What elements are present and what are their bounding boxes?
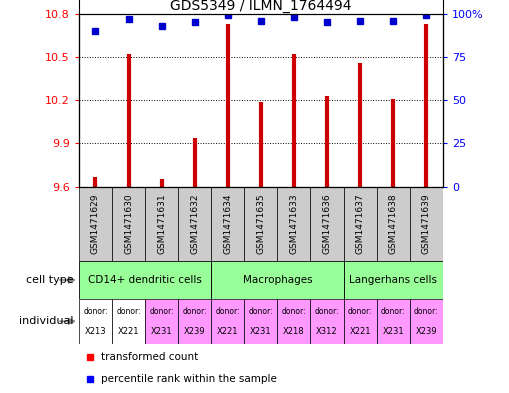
Text: percentile rank within the sample: percentile rank within the sample (101, 374, 276, 384)
Bar (145, 187, 178, 261)
Title: GDS5349 / ILMN_1764494: GDS5349 / ILMN_1764494 (170, 0, 352, 13)
Text: X221: X221 (349, 327, 371, 336)
Bar (277, 187, 310, 261)
Text: GSM1471638: GSM1471638 (389, 194, 398, 254)
Bar (211, 299, 244, 344)
Text: X231: X231 (250, 327, 272, 336)
Text: cell type: cell type (26, 275, 74, 285)
Bar (79, 299, 112, 344)
Text: X218: X218 (283, 327, 305, 336)
Text: donor:: donor: (315, 307, 340, 316)
Text: individual: individual (19, 316, 74, 326)
Text: GSM1471633: GSM1471633 (290, 194, 298, 254)
Text: GSM1471630: GSM1471630 (124, 194, 133, 254)
Text: GSM1471634: GSM1471634 (223, 194, 232, 254)
Text: donor:: donor: (215, 307, 240, 316)
Bar (244, 299, 277, 344)
Text: Macrophages: Macrophages (243, 275, 312, 285)
Bar (178, 187, 211, 261)
Text: donor:: donor: (414, 307, 439, 316)
Bar (344, 261, 443, 299)
Bar (377, 187, 410, 261)
Text: Langerhans cells: Langerhans cells (349, 275, 437, 285)
Text: GSM1471635: GSM1471635 (257, 194, 265, 254)
Text: transformed count: transformed count (101, 351, 198, 362)
Text: X221: X221 (217, 327, 239, 336)
Text: X312: X312 (316, 327, 338, 336)
Bar (112, 187, 145, 261)
Text: GSM1471639: GSM1471639 (422, 194, 431, 254)
Text: GSM1471637: GSM1471637 (356, 194, 364, 254)
Text: X221: X221 (118, 327, 139, 336)
Text: CD14+ dendritic cells: CD14+ dendritic cells (88, 275, 202, 285)
Bar (344, 299, 377, 344)
Text: GSM1471631: GSM1471631 (157, 194, 166, 254)
Text: donor:: donor: (248, 307, 273, 316)
Bar (112, 299, 145, 344)
Bar (211, 187, 244, 261)
Bar (410, 187, 443, 261)
Bar (377, 299, 410, 344)
Text: donor:: donor: (381, 307, 406, 316)
Text: GSM1471636: GSM1471636 (323, 194, 331, 254)
Text: X213: X213 (84, 327, 106, 336)
Text: donor:: donor: (83, 307, 108, 316)
Bar (310, 299, 344, 344)
Bar (344, 187, 377, 261)
Text: X239: X239 (184, 327, 206, 336)
Bar (310, 187, 344, 261)
Bar (178, 299, 211, 344)
Bar (211, 261, 344, 299)
Bar (79, 261, 211, 299)
Text: donor:: donor: (149, 307, 174, 316)
Text: X239: X239 (415, 327, 437, 336)
Text: X231: X231 (382, 327, 404, 336)
Text: donor:: donor: (116, 307, 141, 316)
Bar (277, 299, 310, 344)
Bar (410, 299, 443, 344)
Text: donor:: donor: (182, 307, 207, 316)
Text: X231: X231 (151, 327, 173, 336)
Text: donor:: donor: (281, 307, 306, 316)
Text: GSM1471629: GSM1471629 (91, 194, 100, 254)
Bar (244, 187, 277, 261)
Bar (145, 299, 178, 344)
Text: donor:: donor: (348, 307, 373, 316)
Bar (79, 187, 112, 261)
Text: GSM1471632: GSM1471632 (190, 194, 199, 254)
